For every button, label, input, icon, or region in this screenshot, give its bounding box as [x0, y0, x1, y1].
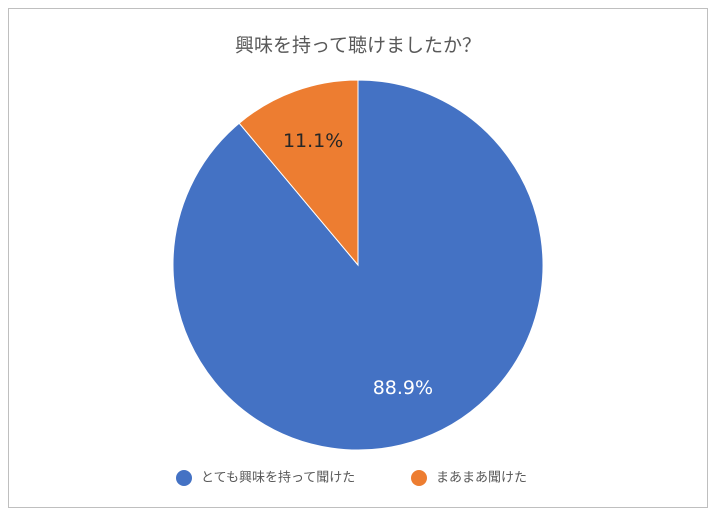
legend-marker: [176, 470, 192, 486]
data-label: 88.9%: [373, 377, 433, 399]
chart-title: 興味を持って聴けましたか？: [235, 35, 481, 57]
legend-label: まあまあ聞けた: [436, 471, 527, 486]
pie-slice: [238, 79, 359, 267]
legend-label: とても興味を持って聞けた: [201, 471, 355, 486]
legend-marker: [411, 470, 427, 486]
data-label: 11.1%: [283, 130, 343, 152]
